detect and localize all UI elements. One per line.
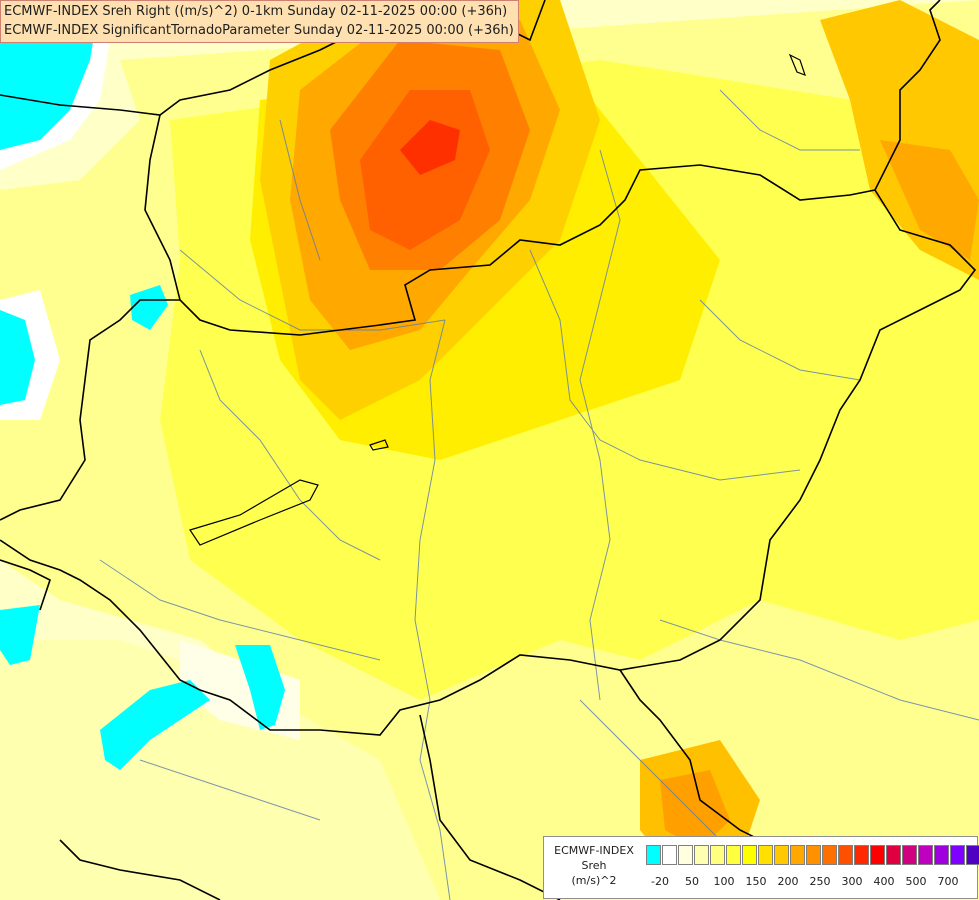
field-cyan-sw3 <box>235 645 285 730</box>
field-cyan-sw1 <box>0 605 40 665</box>
legend-swatch <box>822 845 837 865</box>
legend-label-source: ECMWF-INDEX <box>554 844 634 857</box>
legend-swatch <box>790 845 805 865</box>
field-se-orange-2 <box>660 770 730 850</box>
color-legend: ECMWF-INDEX Sreh (m/s)^2 -20 50 100 150 200 2… <box>543 836 979 899</box>
legend-tick-label: -20 <box>651 875 669 888</box>
legend-swatch <box>758 845 773 865</box>
legend-swatch <box>902 845 917 865</box>
legend-swatch <box>934 845 949 865</box>
map-title: ECMWF-INDEX Sreh Right ((m/s)^2) 0-1km S… <box>0 0 519 43</box>
legend-tick-label: 100 <box>713 875 735 888</box>
legend-tick-label: 700 <box>937 875 959 888</box>
legend-swatch <box>662 845 677 865</box>
legend-label-unit: (m/s)^2 <box>571 874 617 887</box>
legend-tick-label: 150 <box>745 875 767 888</box>
legend-label-variable: Sreh <box>581 859 607 872</box>
legend-swatch <box>742 845 757 865</box>
legend-swatch <box>870 845 885 865</box>
legend-swatch <box>646 845 661 865</box>
legend-swatch <box>950 845 965 865</box>
title-line-1: ECMWF-INDEX Sreh Right ((m/s)^2) 0-1km S… <box>4 4 508 19</box>
field-cyan-small <box>130 285 168 330</box>
legend-swatches <box>646 845 979 865</box>
legend-tick-label: 500 <box>905 875 927 888</box>
legend-swatch <box>726 845 741 865</box>
legend-tick-label: 400 <box>873 875 895 888</box>
legend-swatch <box>838 845 853 865</box>
rivers <box>99 89 979 900</box>
legend-swatch <box>966 845 979 865</box>
legend-tick-label: 200 <box>777 875 799 888</box>
legend-swatch <box>806 845 821 865</box>
legend-tick-label: 300 <box>841 875 863 888</box>
legend-swatch <box>854 845 869 865</box>
legend-swatch <box>886 845 901 865</box>
lakes <box>189 53 806 546</box>
field-sw-pale <box>0 640 440 900</box>
legend-swatch <box>774 845 789 865</box>
legend-swatch <box>678 845 693 865</box>
legend-swatch <box>694 845 709 865</box>
field-red <box>400 120 460 175</box>
legend-tick-label: 250 <box>809 875 831 888</box>
title-line-2: ECMWF-INDEX SignificantTornadoParameter … <box>4 23 514 38</box>
field-cyan-sw2 <box>100 680 210 770</box>
legend-swatch <box>710 845 725 865</box>
legend-tick-label: 50 <box>685 875 699 888</box>
legend-swatch <box>918 845 933 865</box>
legend-label: ECMWF-INDEX Sreh (m/s)^2 <box>544 843 644 888</box>
field-cyan-w <box>0 310 35 405</box>
field-east-orange-2 <box>880 140 979 260</box>
legend-ticks: -20 50 100 150 200 250 300 400 500 700 <box>648 875 978 891</box>
